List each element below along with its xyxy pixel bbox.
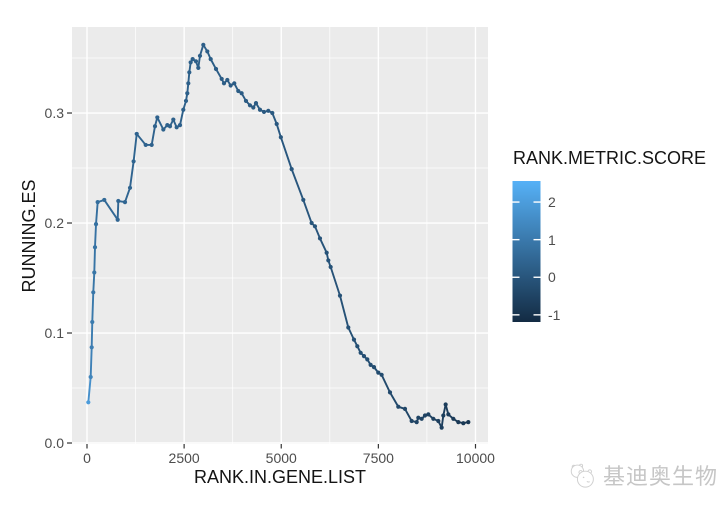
legend-colorbar xyxy=(512,181,541,322)
x-tick-label: 5000 xyxy=(265,450,297,466)
x-tick-label: 0 xyxy=(83,450,91,466)
x-tick-label: 2500 xyxy=(168,450,200,466)
legend-tick-label: 1 xyxy=(548,231,556,248)
y-axis-ticks xyxy=(67,112,72,444)
x-tick-label: 7500 xyxy=(362,450,394,466)
y-tick-label: 0.0 xyxy=(44,435,64,451)
x-tick-label: 10000 xyxy=(456,450,495,466)
plot-panel xyxy=(72,27,488,444)
y-axis-title: RUNNING.ES xyxy=(19,179,39,293)
y-tick-label: 0.3 xyxy=(44,105,64,122)
y-tick-label: 0.2 xyxy=(44,215,64,231)
legend-title: RANK.METRIC.SCORE xyxy=(513,148,707,168)
x-axis-title: RANK.IN.GENE.LIST xyxy=(193,467,367,487)
legend-tick-label: -1 xyxy=(548,306,561,323)
x-axis-ticks xyxy=(86,444,477,449)
curve-points xyxy=(86,42,471,430)
grid-lines xyxy=(72,27,488,444)
legend-tick-label: 0 xyxy=(548,269,556,286)
watermark: 基迪奥生物 xyxy=(568,454,718,500)
legend-tick-label: 2 xyxy=(548,194,556,211)
y-tick-label: 0.1 xyxy=(44,325,64,341)
watermark-text: 基迪奥生物 xyxy=(602,464,718,489)
brand-logo-icon xyxy=(570,463,594,488)
